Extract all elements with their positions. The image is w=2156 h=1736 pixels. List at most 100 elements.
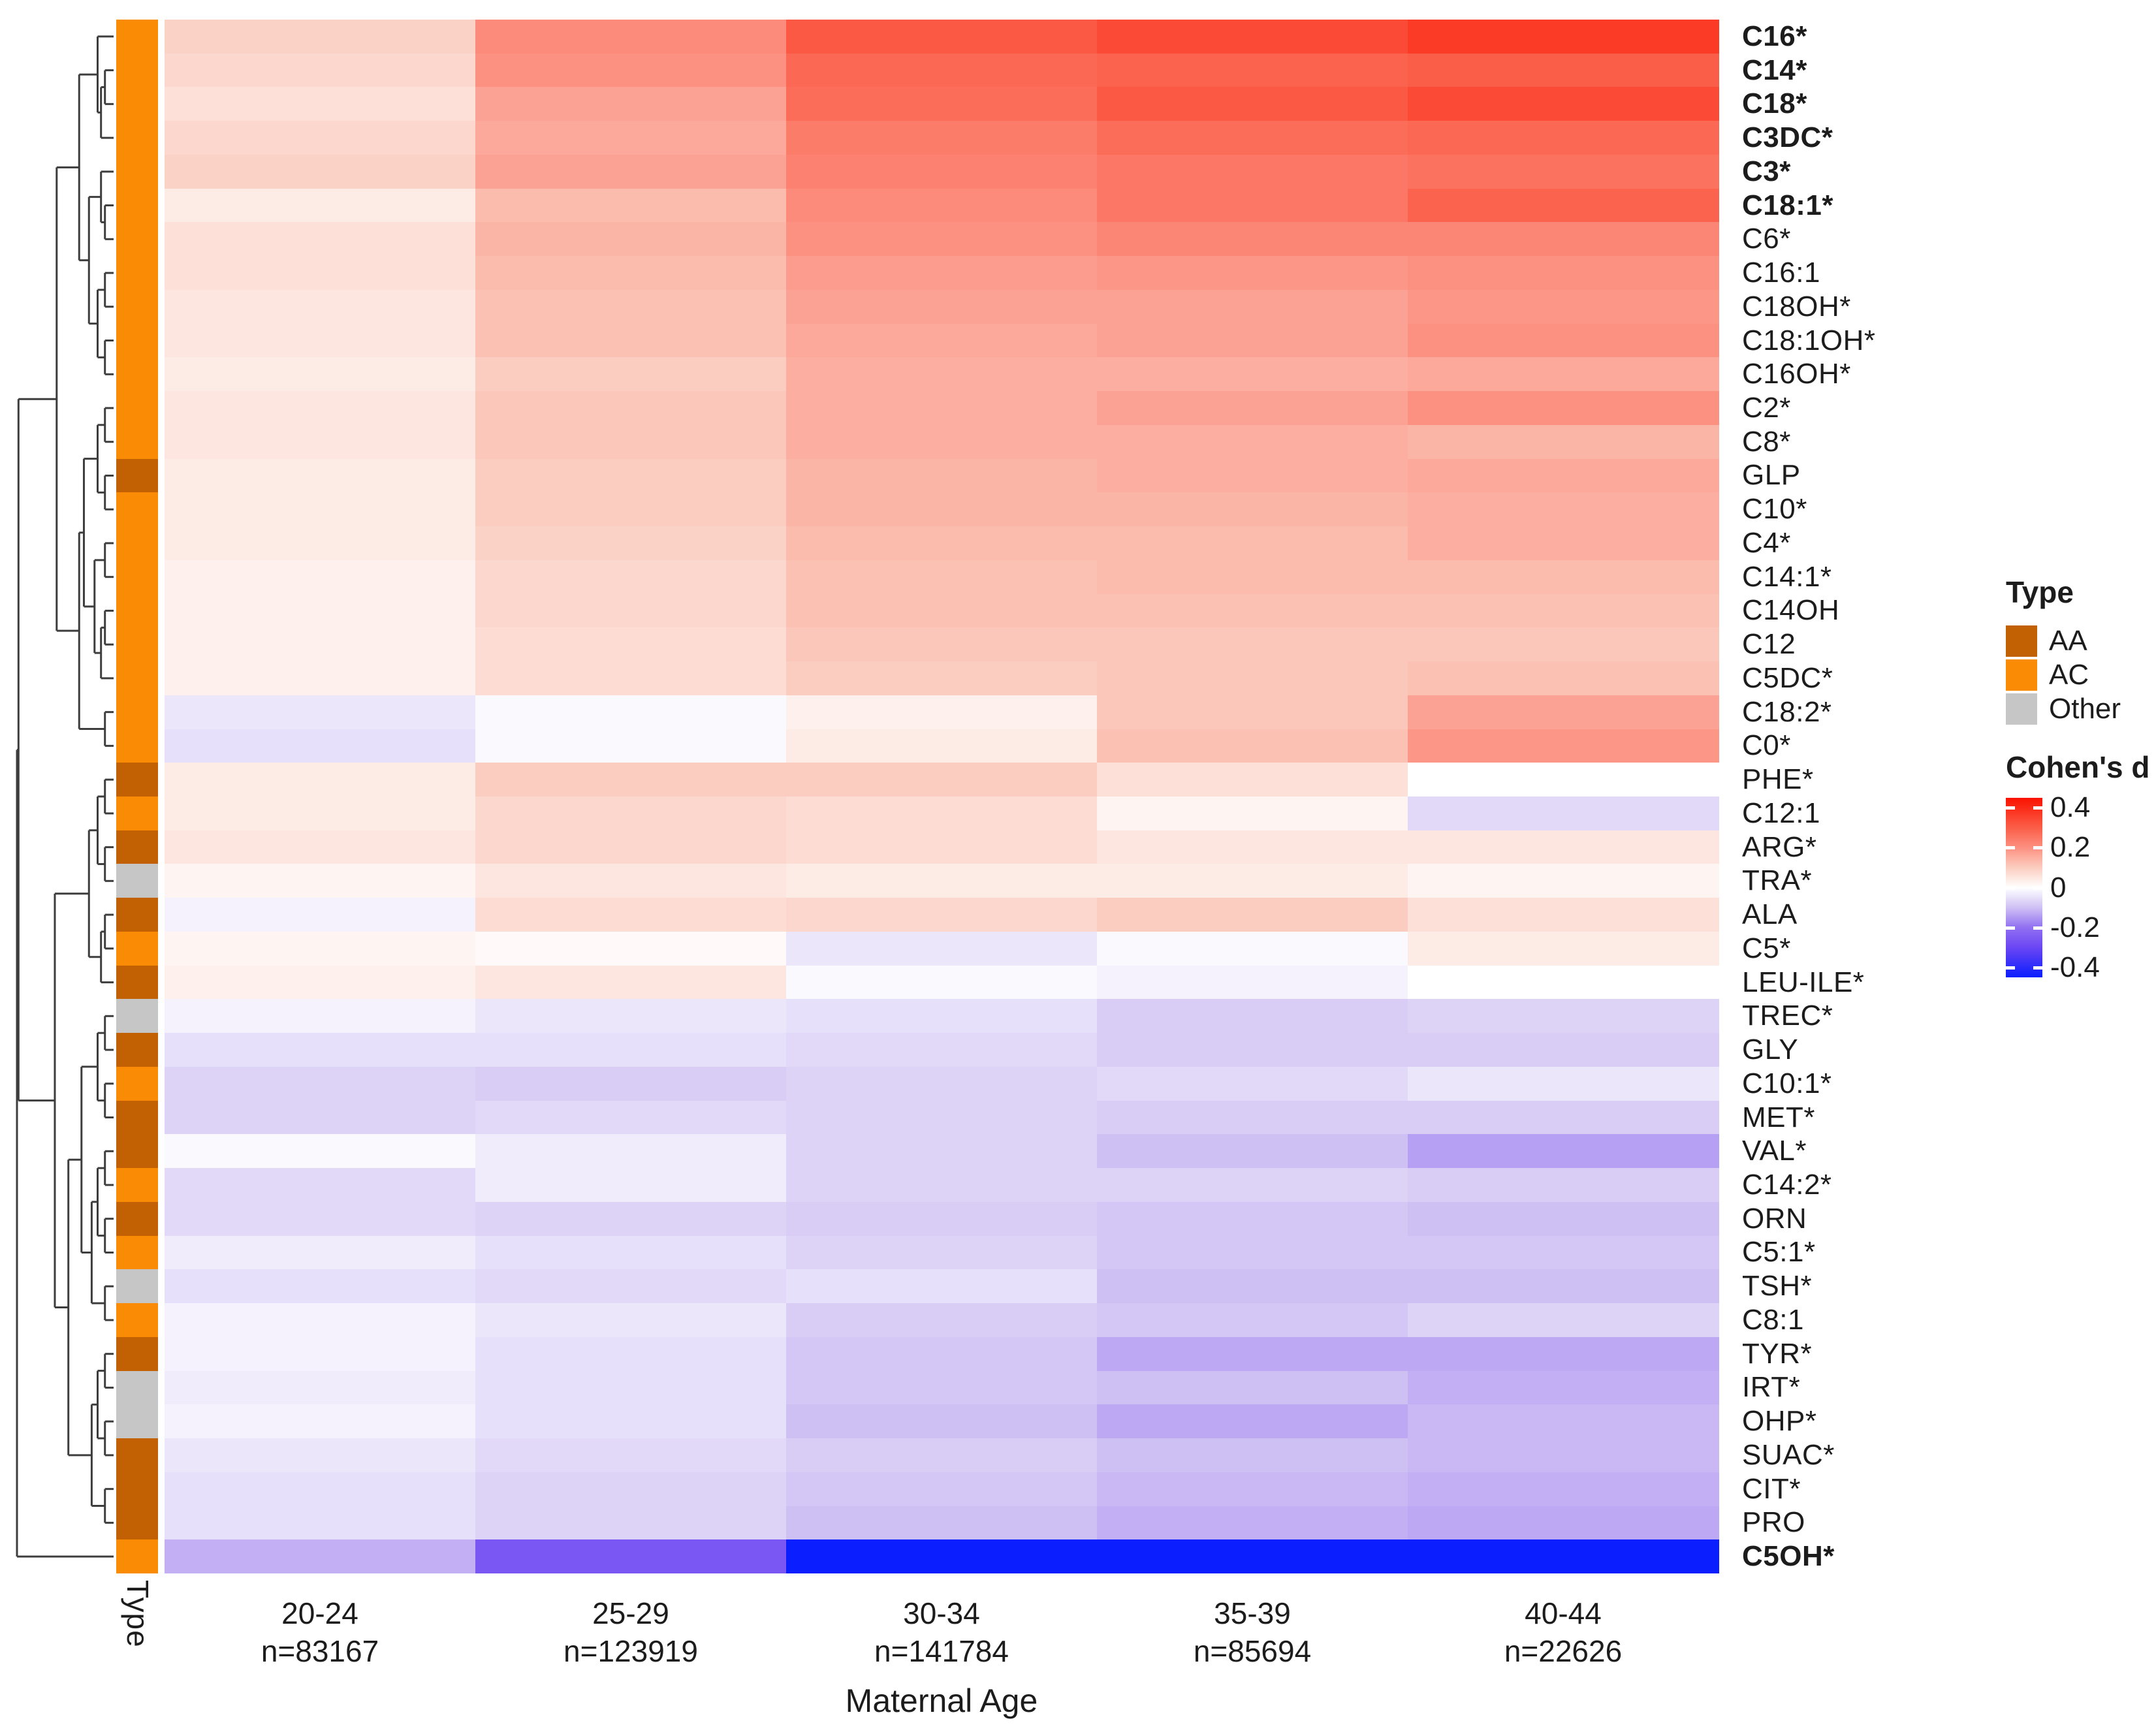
row-label: CIT* xyxy=(1742,1472,1801,1505)
row-label: GLY xyxy=(1742,1034,1799,1066)
heatmap-cell xyxy=(475,931,787,966)
row-label: TYR* xyxy=(1742,1337,1813,1370)
heatmap-cell xyxy=(786,999,1098,1034)
row-label: C6* xyxy=(1742,223,1791,255)
heatmap-cell xyxy=(165,492,476,527)
row-label: TRA* xyxy=(1742,864,1813,897)
heatmap-cell xyxy=(1408,391,1719,426)
row-label: TSH* xyxy=(1742,1270,1813,1302)
row-label: C16OH* xyxy=(1742,358,1851,390)
row-label: C18* xyxy=(1742,87,1807,120)
heatmap-cell xyxy=(165,289,476,324)
heatmap-cell xyxy=(1097,1336,1408,1372)
column-labels: 20-24 n=83167 25-29 n=123919 30-34 n=141784 35… xyxy=(165,1594,1719,1679)
heatmap-cell xyxy=(165,1438,476,1473)
heatmap-cell xyxy=(1097,729,1408,763)
column-label: 25-29 n=123919 xyxy=(475,1594,786,1670)
column-age-range: 40-44 xyxy=(1525,1596,1602,1630)
heatmap-cell xyxy=(786,931,1098,966)
heatmap-cell xyxy=(786,256,1098,291)
heatmap-cell xyxy=(1408,1336,1719,1372)
row-type-cell xyxy=(116,797,158,831)
heatmap-cell xyxy=(1097,323,1408,358)
row-label: C18:2* xyxy=(1742,695,1832,728)
heatmap-cell xyxy=(165,1168,476,1203)
colorbar-tick-mark xyxy=(2006,966,2015,970)
heatmap-cell xyxy=(786,289,1098,324)
heatmap-cell xyxy=(1097,1370,1408,1405)
column-sample-size: n=22626 xyxy=(1504,1634,1623,1668)
row-label: ARG* xyxy=(1742,830,1817,863)
row-type-cell xyxy=(116,898,158,932)
heatmap-cell xyxy=(1408,1506,1719,1540)
heatmap-cell xyxy=(1097,1134,1408,1169)
heatmap-cell xyxy=(475,188,787,223)
heatmap-cell xyxy=(1408,256,1719,291)
heatmap-cell xyxy=(786,729,1098,763)
heatmap-cell xyxy=(786,154,1098,189)
heatmap-cell xyxy=(1408,898,1719,932)
heatmap-cell xyxy=(475,1404,787,1439)
column-age-range: 30-34 xyxy=(903,1596,980,1630)
heatmap-cell xyxy=(1408,965,1719,1000)
colorbar-tick-mark xyxy=(2006,926,2015,930)
heatmap-cell xyxy=(475,1336,787,1372)
heatmap-cell xyxy=(786,1404,1098,1439)
heatmap-cell xyxy=(165,1370,476,1405)
row-type-cell xyxy=(116,830,158,864)
heatmap-cell xyxy=(165,1235,476,1270)
row-label: C2* xyxy=(1742,391,1791,424)
heatmap-cell xyxy=(475,20,787,54)
heatmap-cell xyxy=(165,1269,476,1304)
row-label: C14:1* xyxy=(1742,560,1832,593)
heatmap-cell xyxy=(165,661,476,696)
heatmap-cell xyxy=(165,797,476,831)
heatmap-cell xyxy=(1097,695,1408,730)
row-label: C12 xyxy=(1742,628,1796,661)
heatmap-cell xyxy=(786,391,1098,426)
heatmap-cell xyxy=(1408,1472,1719,1507)
heatmap-cell xyxy=(1408,87,1719,121)
heatmap-cell xyxy=(165,1201,476,1237)
heatmap-cell xyxy=(1097,424,1408,460)
heatmap-cell xyxy=(1408,1438,1719,1473)
heatmap-cell xyxy=(786,1100,1098,1135)
row-type-cell xyxy=(116,424,158,460)
column-sample-size: n=123919 xyxy=(563,1634,698,1668)
row-type-cell xyxy=(116,1336,158,1372)
heatmap-cell xyxy=(165,222,476,257)
row-type-cell xyxy=(116,729,158,763)
row-label: C10* xyxy=(1742,493,1807,526)
heatmap-cell xyxy=(475,593,787,628)
row-label: ORN xyxy=(1742,1202,1807,1235)
heatmap-cell xyxy=(475,965,787,1000)
row-type-cell xyxy=(116,53,158,87)
heatmap-cell xyxy=(1097,627,1408,662)
heatmap-cell xyxy=(475,289,787,324)
heatmap-cell xyxy=(786,424,1098,460)
row-label: C5OH* xyxy=(1742,1540,1835,1573)
heatmap-cell xyxy=(786,1201,1098,1237)
heatmap-cell xyxy=(165,1303,476,1338)
row-label: C10:1* xyxy=(1742,1067,1832,1099)
row-type-cell xyxy=(116,222,158,257)
heatmap-cell xyxy=(1097,357,1408,392)
heatmap-cell xyxy=(786,188,1098,223)
row-label: C5* xyxy=(1742,932,1791,964)
heatmap-cell xyxy=(475,830,787,864)
heatmap-cell xyxy=(1408,1168,1719,1203)
heatmap-cell xyxy=(786,1269,1098,1304)
type-legend-label: AC xyxy=(2049,659,2089,691)
row-label: LEU-ILE* xyxy=(1742,966,1865,998)
heatmap-cell xyxy=(475,1134,787,1169)
row-label: C14OH xyxy=(1742,594,1840,627)
row-type-cell xyxy=(116,323,158,358)
heatmap-cell xyxy=(786,492,1098,527)
heatmap-cell xyxy=(165,1066,476,1101)
heatmap-cell xyxy=(1408,121,1719,155)
heatmap-cell xyxy=(786,695,1098,730)
row-type-cell xyxy=(116,1404,158,1439)
heatmap-cell xyxy=(1408,492,1719,527)
heatmap-cell xyxy=(165,121,476,155)
heatmap-cell xyxy=(475,1303,787,1338)
